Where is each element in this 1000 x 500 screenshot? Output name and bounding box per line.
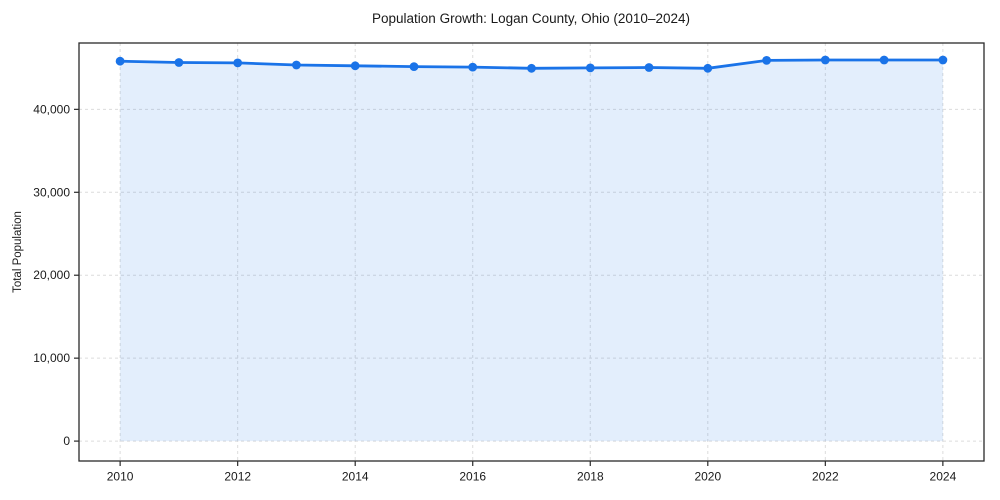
data-point-2014 xyxy=(350,61,360,71)
x-tick-label: 2022 xyxy=(812,470,839,484)
data-point-2016 xyxy=(468,62,478,72)
y-tick-label: 20,000 xyxy=(33,268,70,282)
data-point-2012 xyxy=(233,58,243,68)
x-tick-label: 2024 xyxy=(930,470,957,484)
data-point-2011 xyxy=(174,58,184,67)
data-point-2017 xyxy=(527,63,536,73)
x-tick-label: 2020 xyxy=(694,470,721,484)
chart-title: Population Growth: Logan County, Ohio (2… xyxy=(372,11,690,26)
data-point-2010 xyxy=(115,56,125,66)
x-tick-label: 2014 xyxy=(342,470,369,484)
data-point-2015 xyxy=(409,62,419,71)
x-tick-label: 2012 xyxy=(224,470,251,484)
data-point-2013 xyxy=(292,60,301,70)
x-tick-label: 2018 xyxy=(577,470,604,484)
y-tick-label: 40,000 xyxy=(33,102,70,116)
data-point-2019 xyxy=(644,63,654,72)
y-tick-label: 0 xyxy=(63,434,70,448)
data-point-2020 xyxy=(703,63,713,73)
y-tick-label: 30,000 xyxy=(33,185,70,199)
data-point-2021 xyxy=(762,56,771,65)
data-point-2024 xyxy=(938,55,948,65)
data-point-2022 xyxy=(820,55,830,65)
y-tick-label: 10,000 xyxy=(33,351,70,365)
x-tick-label: 2010 xyxy=(107,470,134,484)
plot-border xyxy=(78,42,985,462)
y-axis-label: Total Population xyxy=(12,211,24,293)
data-point-2018 xyxy=(585,63,595,73)
x-tick-label: 2016 xyxy=(459,470,486,484)
data-point-2023 xyxy=(879,55,889,65)
plot-area: 2010 2012 2014 2016 2018 2020 2022 2024 0 10,000 2… xyxy=(33,42,985,484)
series-area-fill xyxy=(120,60,943,442)
